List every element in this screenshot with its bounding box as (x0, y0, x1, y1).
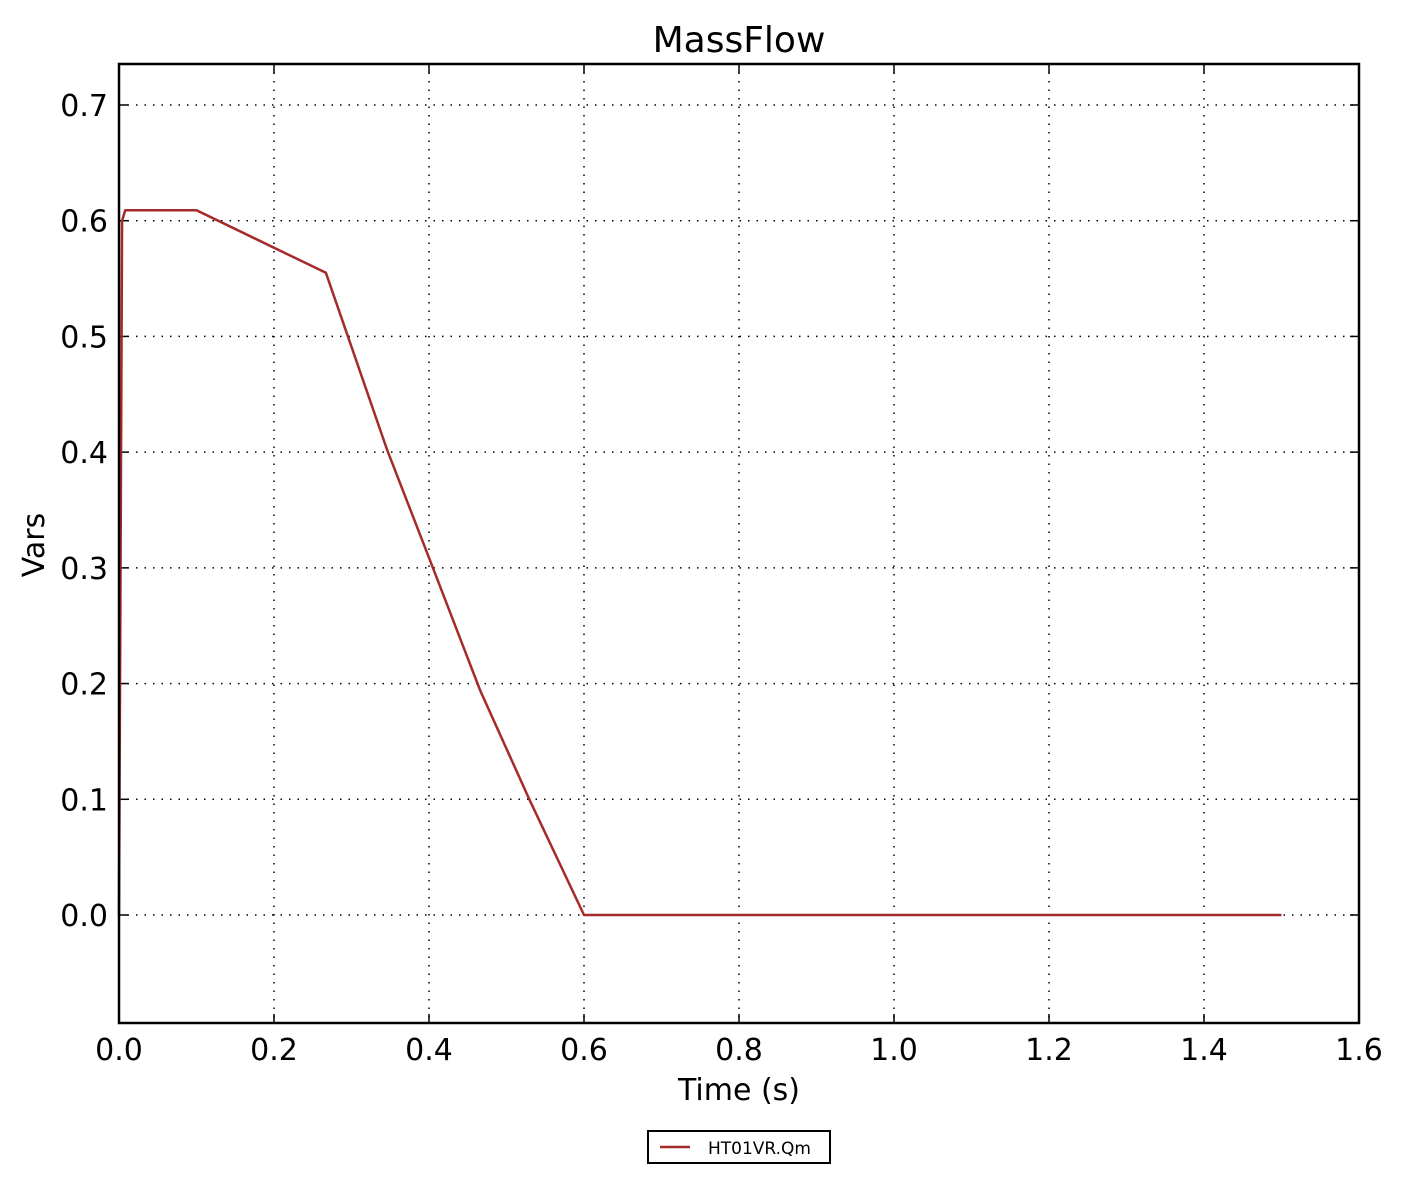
x-tick-label: 1.4 (1180, 1033, 1228, 1068)
chart-title: MassFlow (653, 20, 826, 61)
y-tick-label: 0.4 (60, 436, 108, 471)
x-tick-label: 0.4 (405, 1033, 453, 1068)
x-tick-label: 0.8 (715, 1033, 763, 1068)
ticks: 0.0 0.2 0.4 0.6 0.8 1.0 1.2 1.4 1.6 0.0 0.1 0.2 0.3 0… (60, 64, 1383, 1068)
legend: HT01VR.Qm (647, 1130, 831, 1164)
y-tick-label: 0.5 (60, 320, 108, 355)
series-lines (117, 209, 1282, 917)
y-tick-label: 0.2 (60, 668, 108, 703)
x-tick-label: 0.0 (95, 1033, 143, 1068)
x-axis-label: Time (s) (677, 1073, 800, 1108)
legend-label: HT01VR.Qm (708, 1139, 811, 1159)
y-tick-label: 0.6 (60, 205, 108, 240)
y-tick-label: 0.1 (60, 783, 108, 818)
grid (119, 64, 1359, 1023)
y-tick-label: 0.3 (60, 552, 108, 587)
y-axis-label: Vars (17, 513, 52, 578)
y-tick-label: 0.0 (60, 899, 108, 934)
plot-frame (117, 62, 1361, 1025)
x-tick-label: 0.6 (560, 1033, 608, 1068)
x-tick-label: 0.2 (250, 1033, 298, 1068)
y-tick-label: 0.7 (60, 89, 108, 124)
x-tick-label: 1.6 (1335, 1033, 1383, 1068)
series-line-HT01VR.Qm (117, 209, 1282, 917)
x-tick-label: 1.2 (1025, 1033, 1073, 1068)
x-tick-label: 1.0 (870, 1033, 918, 1068)
